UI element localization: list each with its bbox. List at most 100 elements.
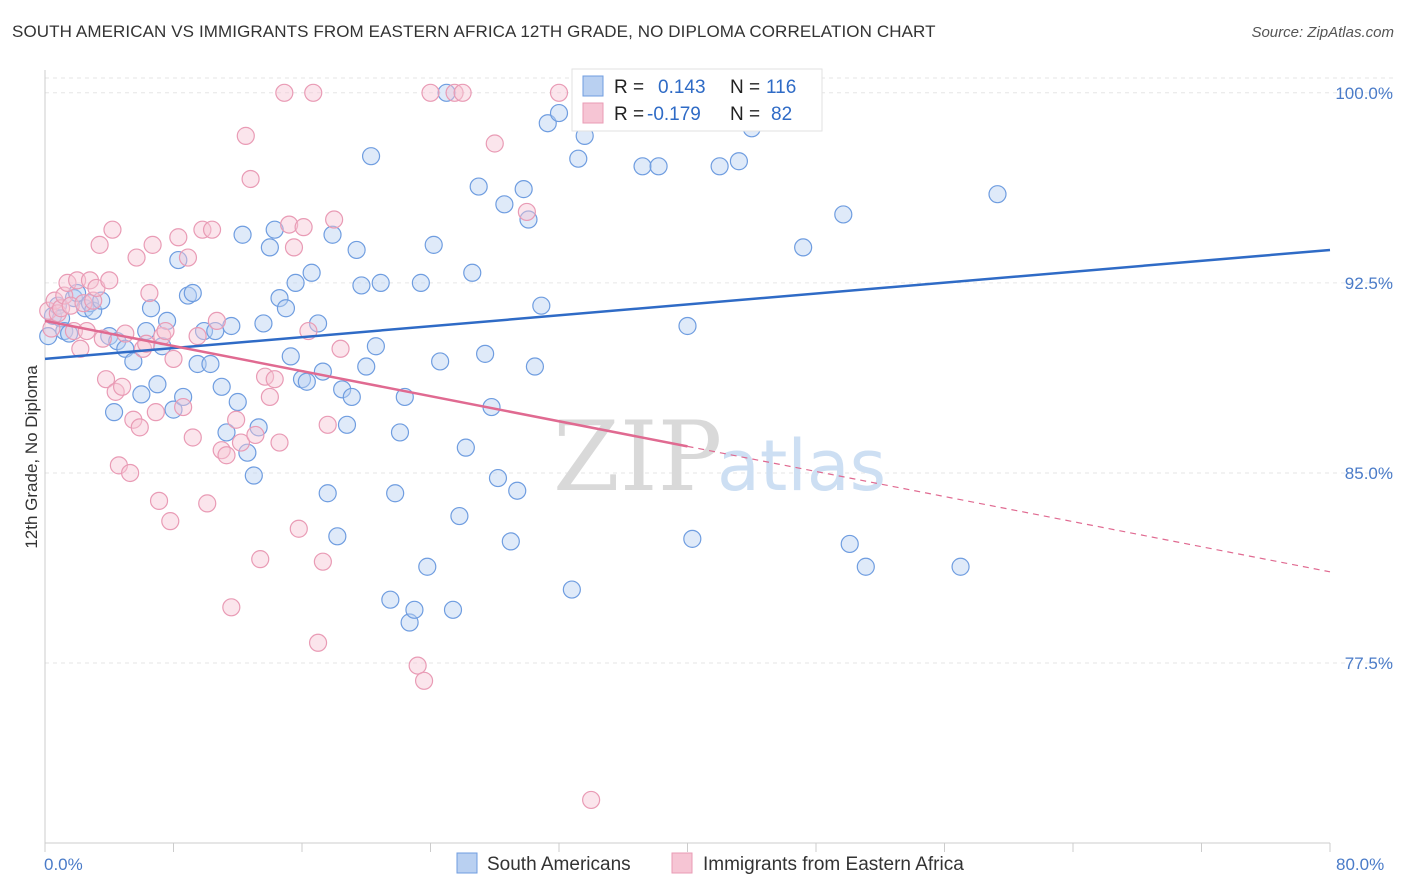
data-point <box>276 299 296 318</box>
data-point <box>201 354 220 374</box>
data-point <box>424 235 443 254</box>
legend-n-label-pink: N = <box>730 104 760 125</box>
data-point <box>304 83 323 102</box>
data-point <box>104 403 124 422</box>
data-point <box>161 512 180 531</box>
data-point <box>90 235 109 254</box>
bottom-legend-label-pink: Immigrants from Eastern Africa <box>703 854 964 875</box>
legend-r-value-blue: 0.143 <box>658 77 706 98</box>
data-point <box>284 238 304 257</box>
data-point <box>323 225 342 244</box>
data-point <box>132 385 151 404</box>
y-tick-label: 92.5% <box>1345 274 1393 293</box>
data-point <box>130 418 149 437</box>
data-point <box>265 220 284 239</box>
data-point <box>68 271 87 290</box>
data-point <box>244 466 263 485</box>
data-point <box>188 354 207 374</box>
data-point <box>549 103 569 123</box>
watermark: ZIP atlas <box>553 401 886 513</box>
data-point <box>217 446 236 465</box>
y-tick-label: 100.0% <box>1335 84 1393 103</box>
data-point <box>308 633 328 652</box>
data-point <box>469 177 488 196</box>
data-point <box>729 152 749 171</box>
data-point <box>178 286 198 305</box>
data-point <box>337 415 357 434</box>
data-point <box>183 283 202 303</box>
data-point <box>318 415 337 434</box>
data-point <box>121 463 140 483</box>
data-point <box>183 428 202 447</box>
data-point <box>325 210 344 229</box>
data-point <box>80 271 100 290</box>
data-point <box>532 296 551 315</box>
data-point <box>96 370 116 389</box>
data-point <box>519 210 538 229</box>
y-tick-label: 85.0% <box>1345 464 1393 483</box>
data-point <box>212 377 231 396</box>
data-point <box>222 316 241 336</box>
data-point <box>260 387 279 407</box>
data-point <box>286 273 305 292</box>
data-point <box>514 180 533 199</box>
data-point <box>333 380 352 399</box>
data-point <box>840 534 859 554</box>
data-point <box>148 375 167 394</box>
data-point <box>352 276 371 295</box>
data-point <box>453 83 472 102</box>
data-point <box>127 248 146 267</box>
data-point <box>508 481 527 500</box>
data-point <box>281 347 300 366</box>
data-point <box>525 357 545 376</box>
legend-swatch-blue <box>582 75 604 97</box>
data-point <box>212 441 231 460</box>
x-tick-label-min: 0.0% <box>44 855 83 874</box>
bottom-legend: South Americans Immigrants from Eastern … <box>456 852 964 875</box>
data-point <box>834 205 853 224</box>
legend: R = 0.143 N = 116 R = -0.179 N = 82 <box>571 68 823 132</box>
data-point <box>678 316 697 336</box>
data-point <box>169 228 188 247</box>
data-point <box>146 403 165 422</box>
data-point <box>198 494 217 513</box>
y-axis-title: 12th Grade, No Diploma <box>22 365 41 549</box>
x-tick-label-max: 80.0% <box>1336 855 1384 874</box>
data-point <box>164 349 183 369</box>
data-point <box>100 271 119 290</box>
legend-r-label-pink: R = <box>614 104 644 125</box>
data-point <box>193 220 212 239</box>
data-point <box>236 126 255 145</box>
legend-n-label-blue: N = <box>730 77 760 98</box>
data-point <box>476 344 495 363</box>
legend-r-value-pink: -0.179 <box>647 104 701 125</box>
data-point <box>456 438 475 457</box>
data-point <box>143 235 162 254</box>
bottom-legend-swatch-blue <box>456 852 478 874</box>
data-point <box>289 519 308 538</box>
bottom-legend-label-blue: South Americans <box>487 854 631 875</box>
data-point <box>302 263 321 282</box>
data-point <box>318 484 337 503</box>
data-point <box>116 324 135 343</box>
data-point <box>260 238 279 257</box>
data-point <box>569 149 588 168</box>
y-tick-labels: 100.0% 92.5% 85.0% 77.5% <box>1335 84 1393 673</box>
data-point <box>124 352 143 371</box>
data-point <box>156 321 175 341</box>
bottom-legend-swatch-pink <box>671 852 693 874</box>
data-point <box>549 83 569 102</box>
data-point <box>450 506 469 526</box>
data-point <box>485 134 504 153</box>
data-point <box>342 387 361 407</box>
data-point <box>381 590 400 609</box>
data-point <box>308 314 328 333</box>
data-point <box>421 83 440 102</box>
data-point <box>188 327 207 346</box>
data-point <box>246 425 265 445</box>
watermark-atlas: atlas <box>717 425 886 507</box>
data-point <box>241 169 260 189</box>
trend-line-south-americans <box>44 248 1331 361</box>
data-point <box>411 273 430 292</box>
data-point <box>265 370 284 389</box>
